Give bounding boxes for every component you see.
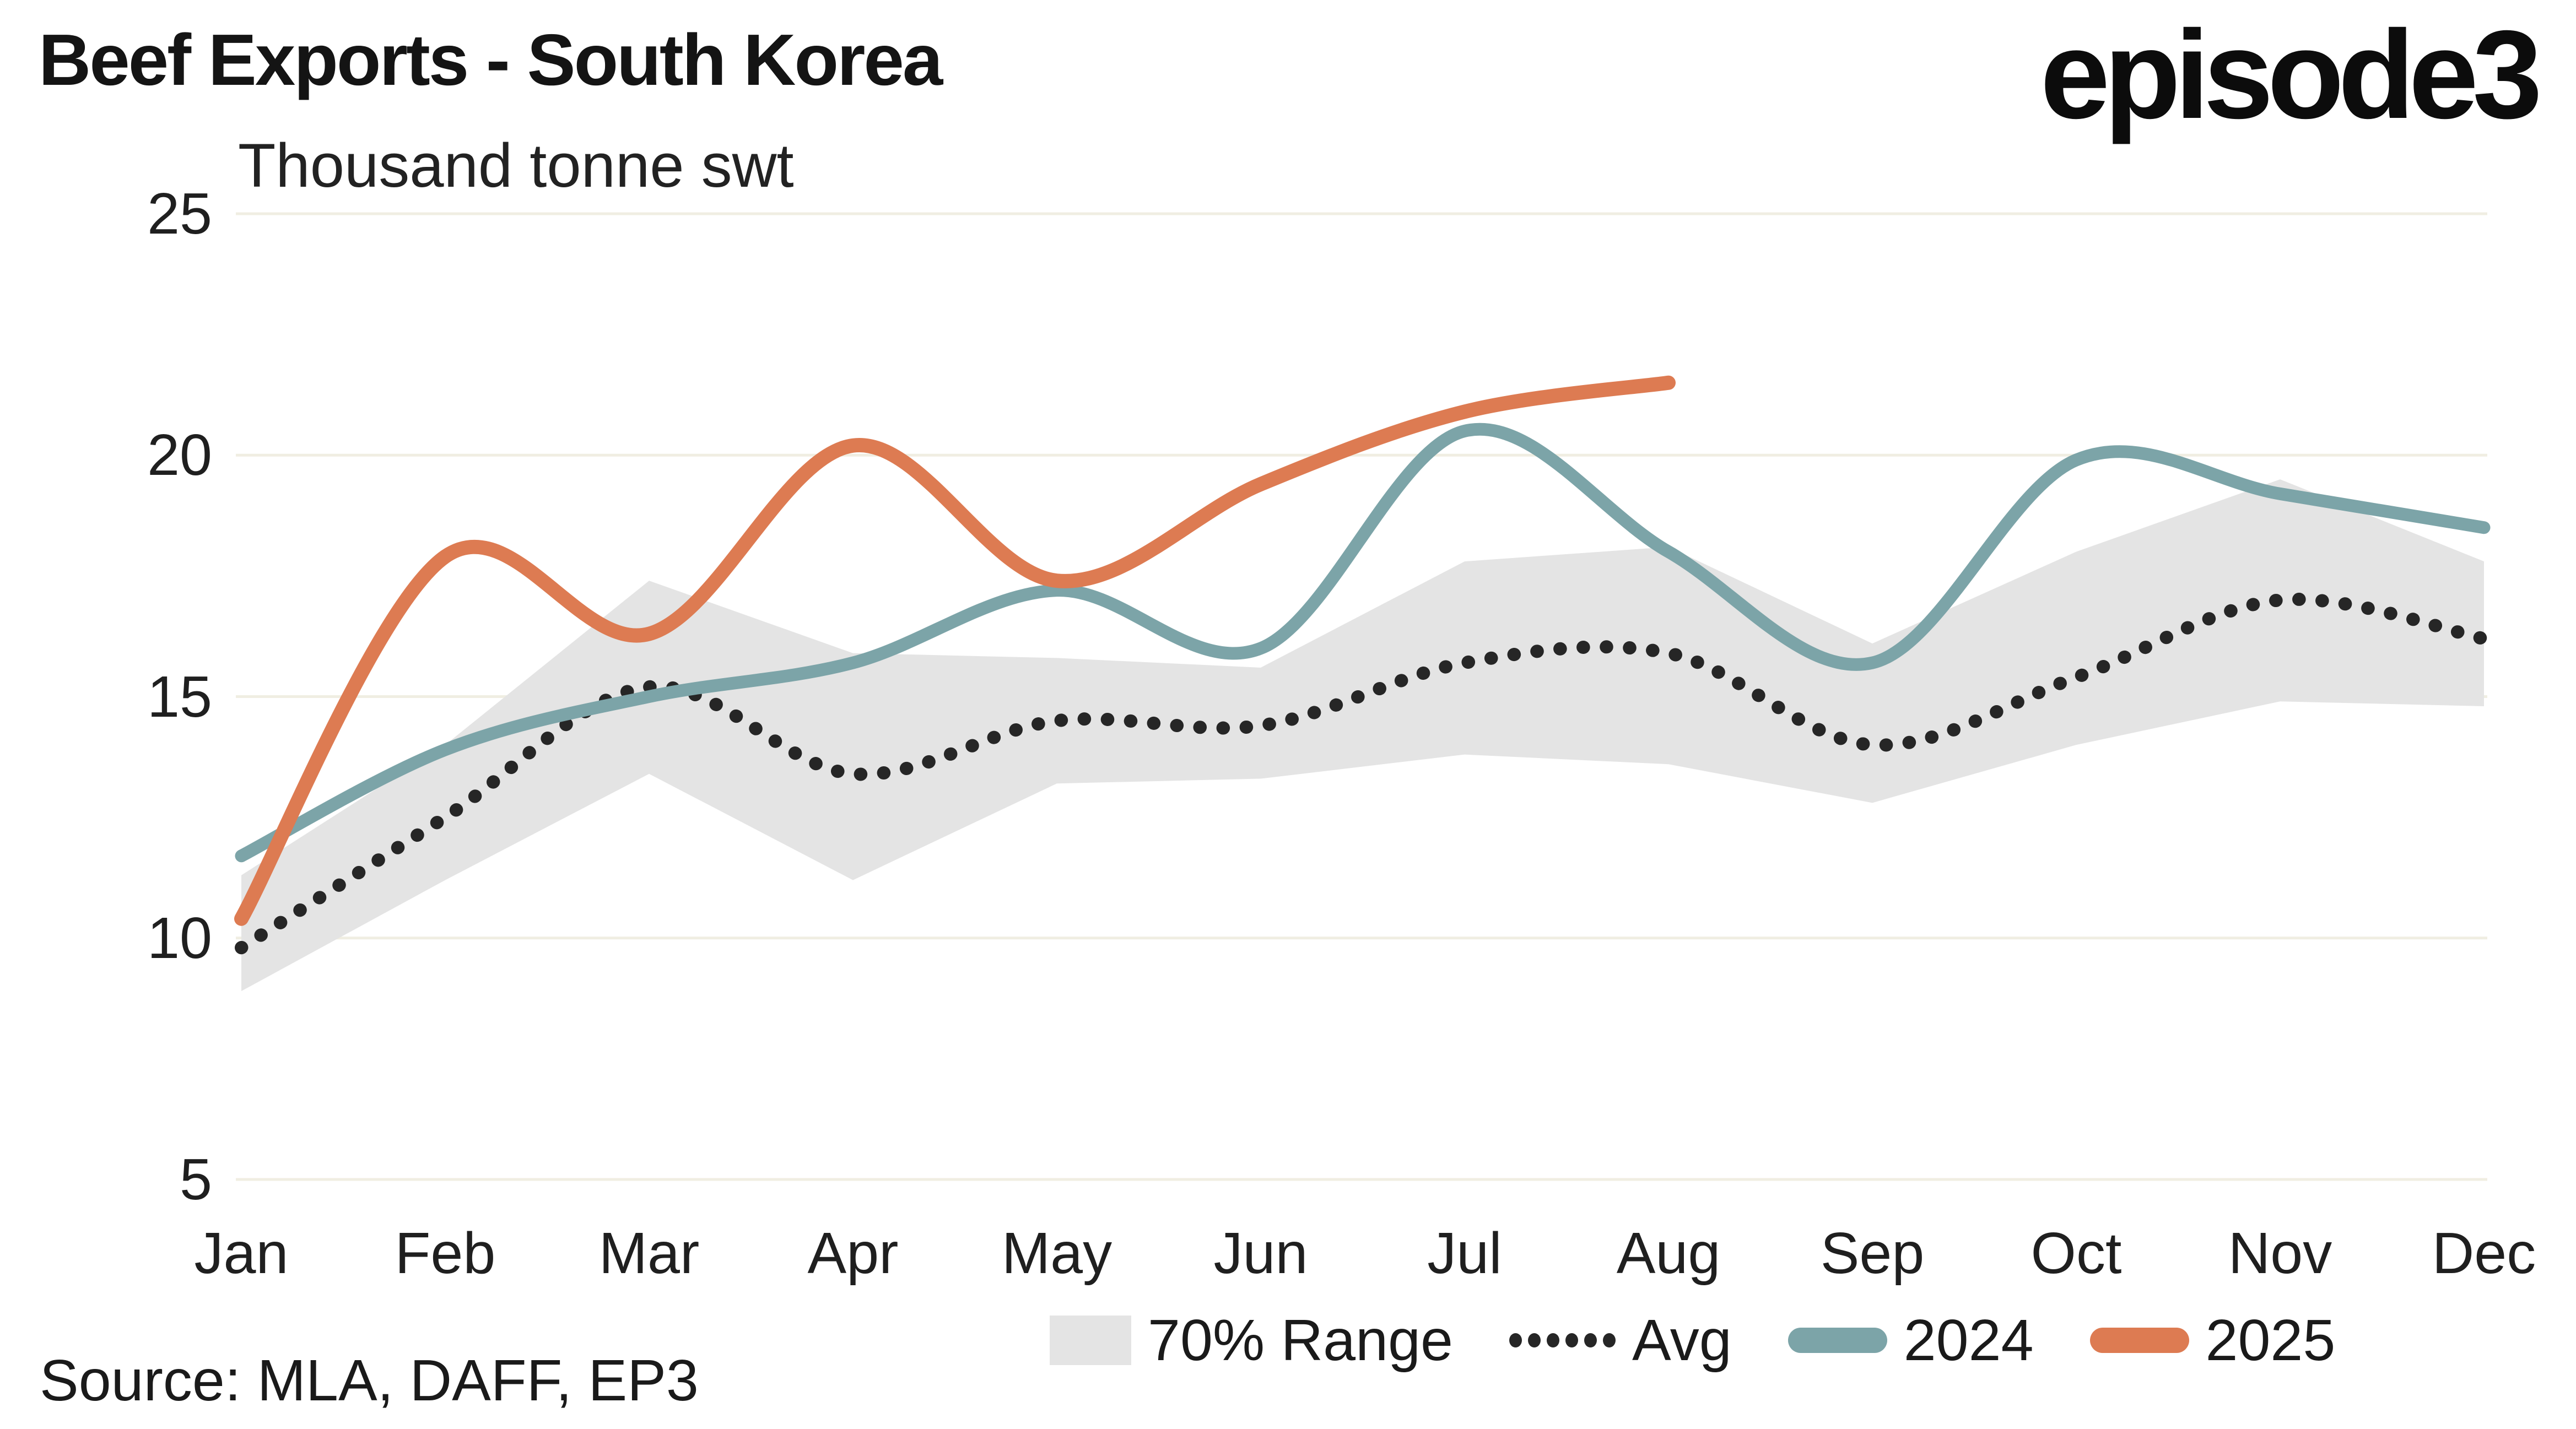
legend-label: 2024 [1903,1308,2034,1373]
x-axis-label-nov: Nov [2228,1221,2332,1286]
y-axis-unit-label: Thousand tonne swt [238,131,794,200]
legend-label: Avg [1632,1308,1732,1373]
legend-item-70-range: 70% Range [1050,1311,1453,1370]
series-line-avg [235,593,2491,955]
y-axis-label-25: 25 [147,181,212,246]
x-axis-label-mar: Mar [598,1221,700,1286]
x-axis-label-oct: Oct [2030,1221,2122,1286]
x-axis-label-aug: Aug [1616,1221,1721,1286]
x-axis-label-feb: Feb [395,1221,496,1286]
series-line-2025 [234,375,1676,926]
legend-item-avg: Avg [1509,1311,1732,1370]
legend-item-2025: 2025 [2089,1308,2336,1373]
y-axis-label-10: 10 [147,905,212,971]
teal-line-swatch-icon [1787,1328,1887,1353]
legend: 70% Range Avg 2024 2025 [1050,1311,2335,1370]
x-axis-label-may: May [1001,1221,1113,1286]
y-axis-label-5: 5 [180,1147,212,1212]
y-axis-label-20: 20 [147,423,212,488]
x-axis-label-jan: Jan [194,1221,289,1286]
x-axis-label-apr: Apr [807,1221,899,1286]
x-axis-label-dec: Dec [2432,1221,2536,1286]
x-axis-label-jun: Jun [1213,1221,1308,1286]
x-axis-label-jul: Jul [1427,1221,1502,1286]
orange-line-swatch-icon [2089,1328,2189,1353]
episode3-logo: episode3 [2040,5,2542,145]
legend-label: 70% Range [1148,1308,1453,1373]
series-line-2024 [235,423,2491,863]
chart-title: Beef Exports - South Korea [39,19,943,100]
legend-item-2024: 2024 [1787,1308,2034,1373]
y-axis-label-15: 15 [147,664,212,729]
seventy-percent-range-band [241,479,2484,992]
x-axis-label-sep: Sep [1820,1221,1925,1286]
legend-label: 2025 [2205,1308,2336,1373]
dotted-line-swatch-icon [1509,1333,1616,1347]
source-note: Source: MLA, DAFF, EP3 [40,1348,699,1413]
band-swatch-icon [1050,1316,1131,1365]
